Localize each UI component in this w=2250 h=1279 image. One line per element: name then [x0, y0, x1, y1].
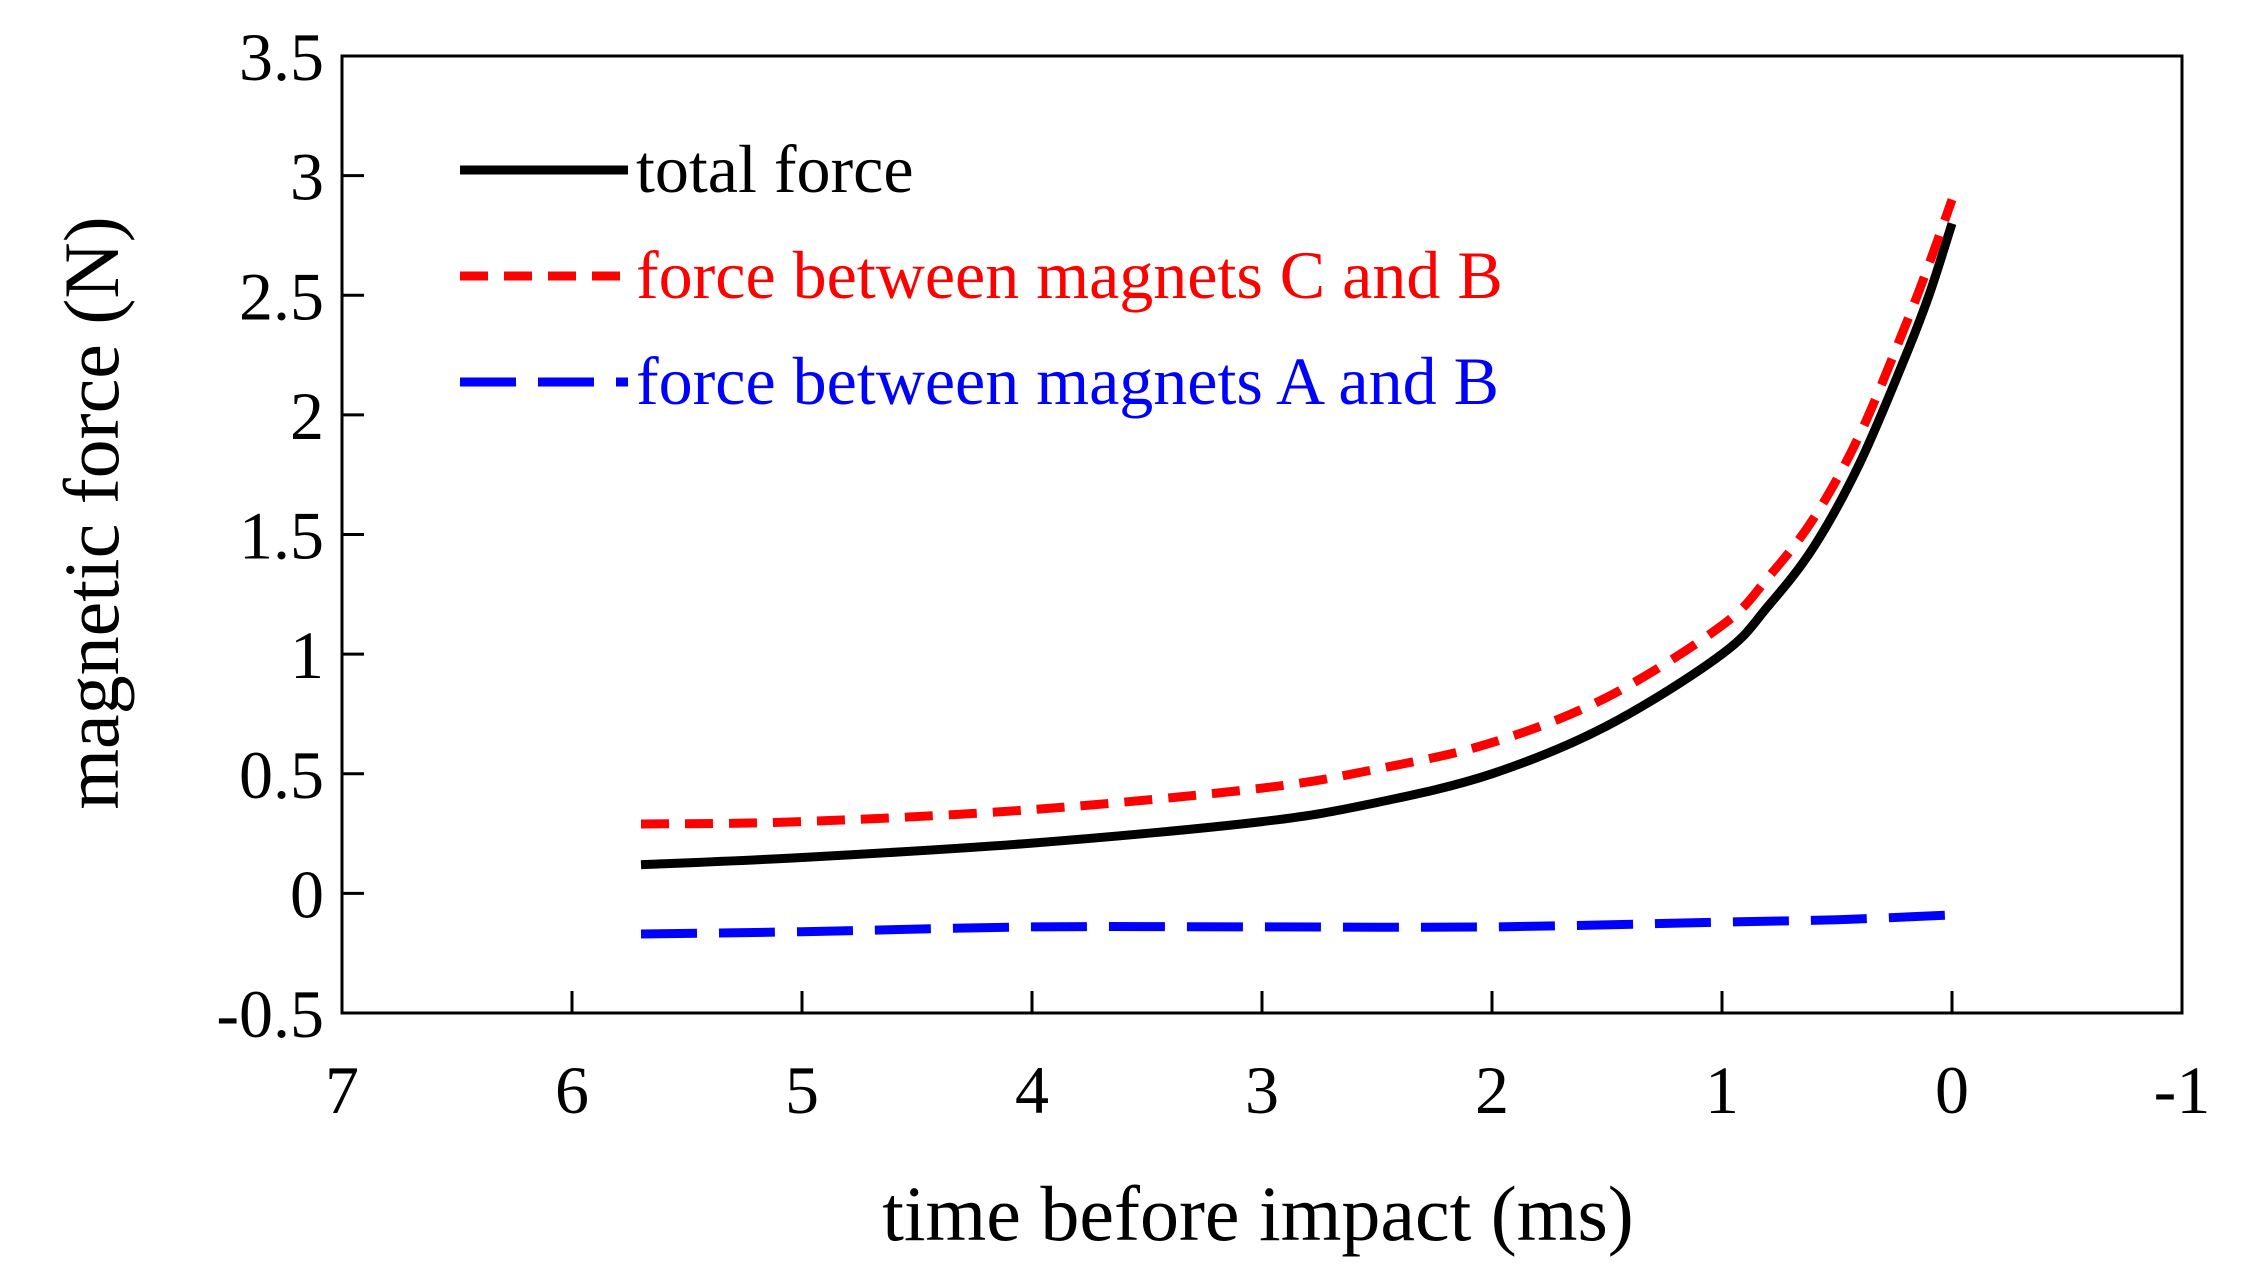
y-tick-label: 3	[290, 139, 324, 215]
legend: total force force between magnets C and B…	[460, 131, 1503, 419]
x-tick-label: -1	[2154, 1052, 2211, 1128]
legend-label-2: force between magnets C and B	[636, 237, 1503, 313]
x-tick-label: 6	[555, 1052, 589, 1128]
plot-area-frame	[340, 54, 2184, 1015]
x-tick-label: 0	[1935, 1052, 1969, 1128]
series-line-3	[640, 910, 1953, 939]
series-layer	[640, 198, 1957, 939]
legend-label-1: total force	[636, 131, 914, 207]
x-tick-label: 1	[1705, 1052, 1739, 1128]
x-tick-label: 3	[1245, 1052, 1279, 1128]
y-tick-label: 1	[290, 617, 324, 693]
legend-label-3: force between magnets A and B	[636, 343, 1499, 419]
y-tick-label: 2	[290, 378, 324, 454]
series-line-1	[640, 222, 1957, 870]
y-tick-label: -0.5	[216, 976, 324, 1052]
y-tick-label: 3.5	[239, 19, 324, 95]
y-tick-label: 0.5	[239, 737, 324, 813]
y-tick-label: 1.5	[239, 498, 324, 574]
y-tick-label: 0	[290, 856, 324, 932]
y-axis-label: magnetic force (N)	[48, 216, 135, 809]
x-tick-label: 7	[325, 1052, 359, 1128]
x-tick-label: 2	[1475, 1052, 1509, 1128]
y-tick-label: 2.5	[239, 258, 324, 334]
x-tick-label: 4	[1015, 1052, 1049, 1128]
x-axis-ticks: 7 6 5 4 3 2 1 0 -1	[325, 991, 2210, 1128]
y-axis-ticks: 3.5 3 2.5 2 1.5 1 0.5 0 -0.5	[216, 19, 364, 1052]
x-tick-label: 5	[785, 1052, 819, 1128]
x-axis-label: time before impact (ms)	[882, 1170, 1634, 1257]
series-line-2	[640, 198, 1957, 829]
